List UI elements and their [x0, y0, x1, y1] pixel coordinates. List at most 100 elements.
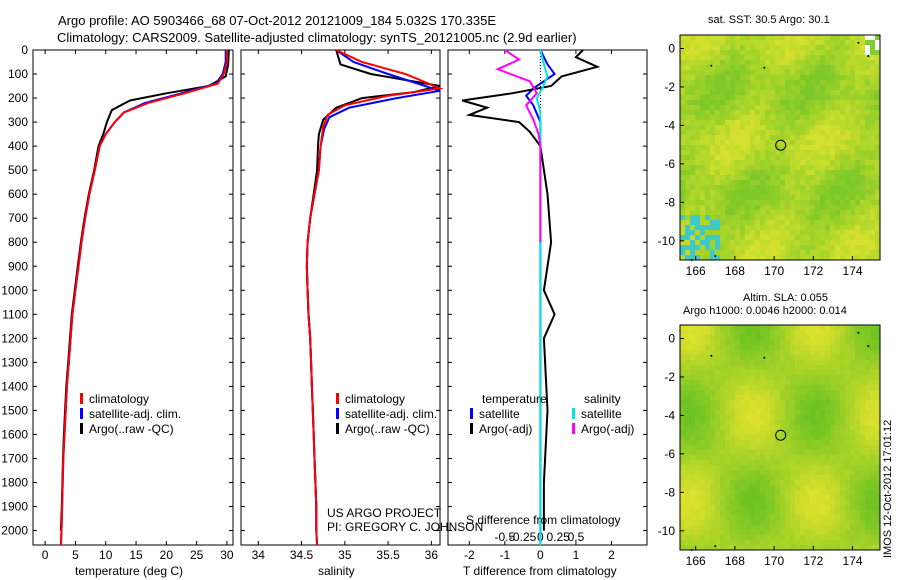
map-cell: [720, 125, 726, 131]
map-cell: [830, 395, 836, 401]
map-cell: [825, 465, 831, 471]
map-cell: [840, 80, 846, 86]
map-cell: [685, 130, 691, 136]
map-cell: [790, 505, 796, 511]
map-cell: [825, 490, 831, 496]
map-cell: [835, 230, 841, 236]
map-cell: [815, 480, 821, 486]
map-cell: [715, 425, 721, 431]
map-cell: [715, 125, 721, 131]
map-cell: [730, 465, 736, 471]
map-cell: [855, 445, 861, 451]
map-cell: [710, 60, 716, 66]
map-cell: [780, 185, 786, 191]
map-cell: [865, 535, 871, 541]
map-cell: [850, 445, 856, 451]
map-cell: [865, 250, 871, 256]
map-cell: [835, 65, 841, 71]
map-cell: [850, 475, 856, 481]
map-cell: [800, 325, 806, 331]
map-cell: [680, 380, 686, 386]
map-cell: [830, 370, 836, 376]
map-cell: [865, 405, 871, 411]
map-cell: [720, 415, 726, 421]
map-cell: [850, 125, 856, 131]
map-cell: [720, 490, 726, 496]
map-cell: [830, 35, 836, 41]
map-cell: [735, 95, 741, 101]
map-cell: [750, 135, 756, 141]
map-cell: [765, 335, 771, 341]
map-cell: [750, 90, 756, 96]
map-cell: [770, 70, 776, 76]
map-cell: [825, 405, 831, 411]
map-cell: [835, 535, 841, 541]
map-cell: [685, 325, 691, 331]
y-tick-label: 0: [668, 331, 675, 345]
map-cell: [745, 200, 751, 206]
map-cell: [865, 90, 871, 96]
map-cell: [770, 240, 776, 246]
map-cell: [775, 245, 781, 251]
map-cell: [740, 425, 746, 431]
map-cell: [695, 395, 701, 401]
map-cell: [815, 450, 821, 456]
map-cell: [825, 255, 831, 261]
map-cell: [730, 205, 736, 211]
map-cell: [725, 340, 731, 346]
salinity-panel: 34 34.5 35 35.5 36: [240, 49, 444, 562]
map-cell: [875, 335, 881, 341]
map-cell: [815, 365, 821, 371]
map-cell: [705, 455, 711, 461]
map-cell: [730, 540, 736, 546]
map-cell: [765, 215, 771, 221]
map-cell: [690, 85, 696, 91]
map-cell: [725, 40, 731, 46]
map-cell: [870, 155, 876, 161]
map-cell: [740, 455, 746, 461]
map-cell: [780, 55, 786, 61]
map-cell: [865, 105, 871, 111]
map-cell: [795, 155, 801, 161]
map-cell: [840, 395, 846, 401]
map-cell: [765, 35, 771, 41]
map-cell: [790, 175, 796, 181]
map-cell: [705, 390, 711, 396]
map-cell: [680, 505, 686, 511]
map-cell: [815, 355, 821, 361]
map-cell: [835, 475, 841, 481]
map-cell: [805, 140, 811, 146]
map-cell: [825, 350, 831, 356]
map-cell: [730, 445, 736, 451]
map-cell: [850, 110, 856, 116]
depth-tick-label: 1700: [1, 451, 28, 465]
map-cell: [810, 120, 816, 126]
map-cell: [840, 500, 846, 506]
map-cell: [805, 360, 811, 366]
map-cell: [680, 65, 686, 71]
map-cell: [770, 410, 776, 416]
x-tick-label: 35.5: [376, 548, 400, 562]
map-cell: [695, 45, 701, 51]
depth-tick-label: 1400: [1, 379, 28, 393]
map-cell: [705, 235, 711, 241]
map-cell: [770, 325, 776, 331]
map-cell: [685, 110, 691, 116]
map-cell: [695, 370, 701, 376]
map-cell: [730, 90, 736, 96]
map-cell: [750, 235, 756, 241]
map-cell: [725, 230, 731, 236]
map-cell: [850, 485, 856, 491]
map-cell: [715, 505, 721, 511]
map-cell: [840, 450, 846, 456]
map-cell: [870, 340, 876, 346]
map-cell: [700, 380, 706, 386]
map-cell: [710, 340, 716, 346]
map-cell: [820, 80, 826, 86]
map-cell: [870, 365, 876, 371]
map-cell: [815, 525, 821, 531]
map-cell: [750, 545, 756, 551]
map-cell: [695, 155, 701, 161]
map-cell: [685, 235, 691, 241]
map-cell: [830, 220, 836, 226]
